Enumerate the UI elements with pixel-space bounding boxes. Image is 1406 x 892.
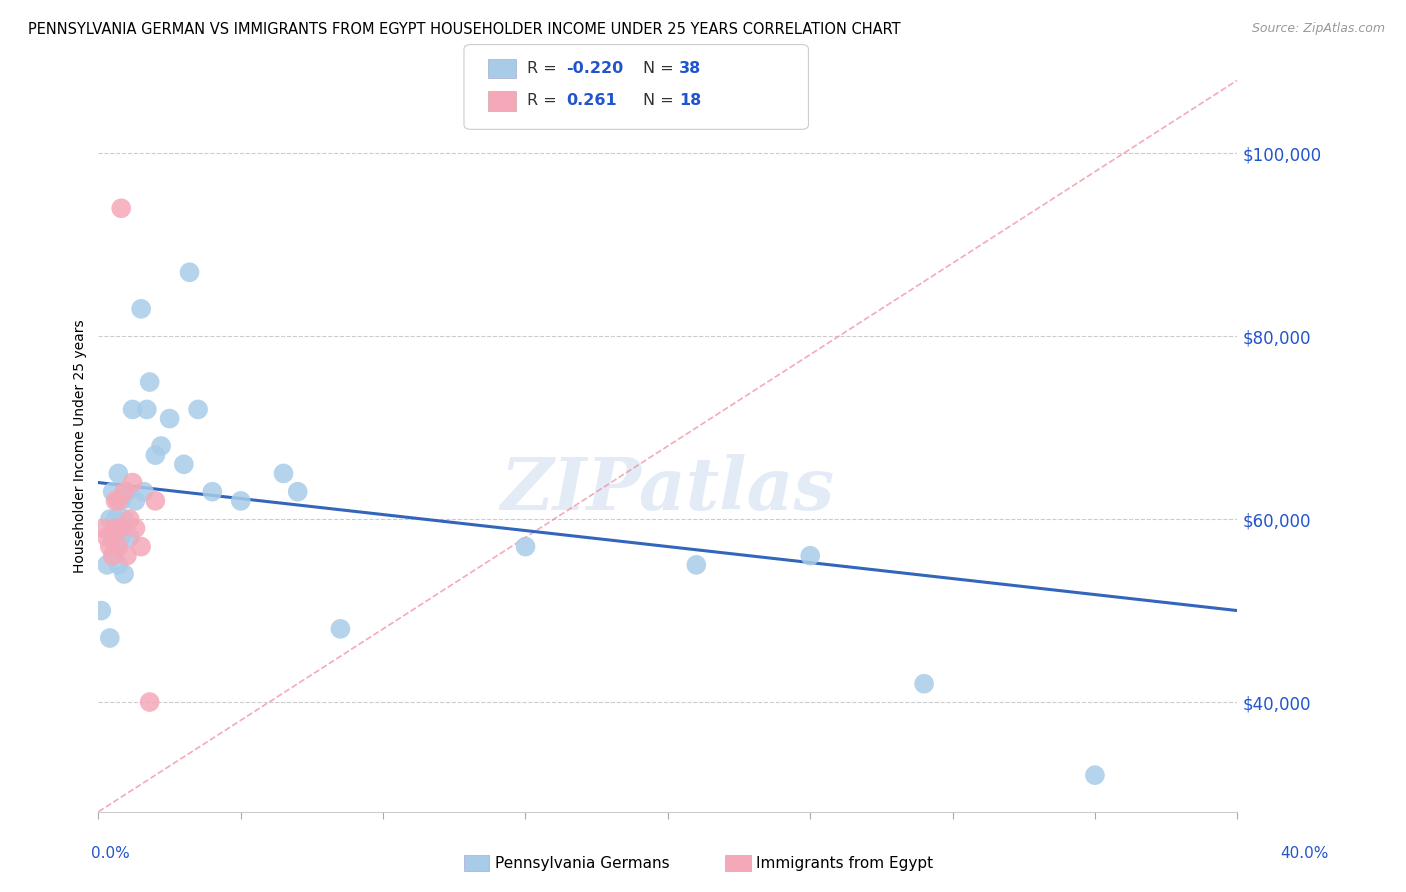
Point: [273, 467, 295, 481]
Point: [96, 558, 118, 572]
Point: [107, 467, 129, 481]
Point: [98, 631, 121, 645]
Point: [129, 301, 152, 316]
Text: N =: N =: [643, 62, 679, 76]
Text: R =: R =: [527, 62, 562, 76]
Point: [110, 521, 132, 535]
Text: R =: R =: [527, 94, 567, 108]
Point: [685, 558, 707, 572]
Point: [98, 540, 121, 554]
Text: ZIPatlas: ZIPatlas: [501, 454, 835, 525]
Point: [124, 521, 146, 535]
Point: [138, 695, 160, 709]
Point: [115, 484, 138, 499]
Point: [112, 567, 135, 582]
Point: [287, 484, 309, 499]
Point: [515, 540, 537, 554]
Point: [201, 484, 224, 499]
Point: [110, 201, 132, 215]
Point: [96, 530, 118, 544]
Point: [118, 530, 141, 544]
Point: [104, 521, 127, 535]
Point: [104, 512, 127, 526]
Point: [112, 484, 135, 499]
Text: 0.0%: 0.0%: [91, 847, 131, 861]
Text: 0.261: 0.261: [567, 94, 617, 108]
Text: 38: 38: [679, 62, 702, 76]
Point: [145, 448, 167, 462]
Text: PENNSYLVANIA GERMAN VS IMMIGRANTS FROM EGYPT HOUSEHOLDER INCOME UNDER 25 YEARS C: PENNSYLVANIA GERMAN VS IMMIGRANTS FROM E…: [28, 22, 901, 37]
Point: [799, 549, 821, 563]
Point: [159, 411, 181, 425]
Point: [121, 475, 143, 490]
Point: [173, 457, 195, 471]
Point: [101, 530, 124, 544]
Y-axis label: Householder Income Under 25 years: Householder Income Under 25 years: [73, 319, 87, 573]
Point: [138, 375, 160, 389]
Point: [121, 402, 143, 417]
Point: [112, 512, 135, 526]
Point: [187, 402, 209, 417]
Point: [132, 484, 155, 499]
Point: [129, 540, 152, 554]
Point: [98, 512, 121, 526]
Point: [93, 521, 115, 535]
Point: [150, 439, 173, 453]
Point: [101, 549, 124, 563]
Point: [118, 512, 141, 526]
Point: [90, 603, 112, 617]
Text: 40.0%: 40.0%: [1281, 847, 1329, 861]
Point: [104, 540, 127, 554]
Point: [115, 549, 138, 563]
Point: [1084, 768, 1107, 782]
Point: [124, 493, 146, 508]
Point: [104, 493, 127, 508]
Text: 18: 18: [679, 94, 702, 108]
Point: [135, 402, 157, 417]
Point: [912, 676, 935, 690]
Point: [145, 493, 167, 508]
Point: [329, 622, 352, 636]
Text: Immigrants from Egypt: Immigrants from Egypt: [756, 856, 934, 871]
Text: Source: ZipAtlas.com: Source: ZipAtlas.com: [1251, 22, 1385, 36]
Point: [110, 493, 132, 508]
Point: [107, 540, 129, 554]
Point: [107, 493, 129, 508]
Point: [107, 558, 129, 572]
Text: -0.220: -0.220: [567, 62, 624, 76]
Text: Pennsylvania Germans: Pennsylvania Germans: [495, 856, 669, 871]
Point: [110, 530, 132, 544]
Point: [179, 265, 201, 279]
Point: [101, 484, 124, 499]
Point: [229, 493, 252, 508]
Text: N =: N =: [643, 94, 679, 108]
